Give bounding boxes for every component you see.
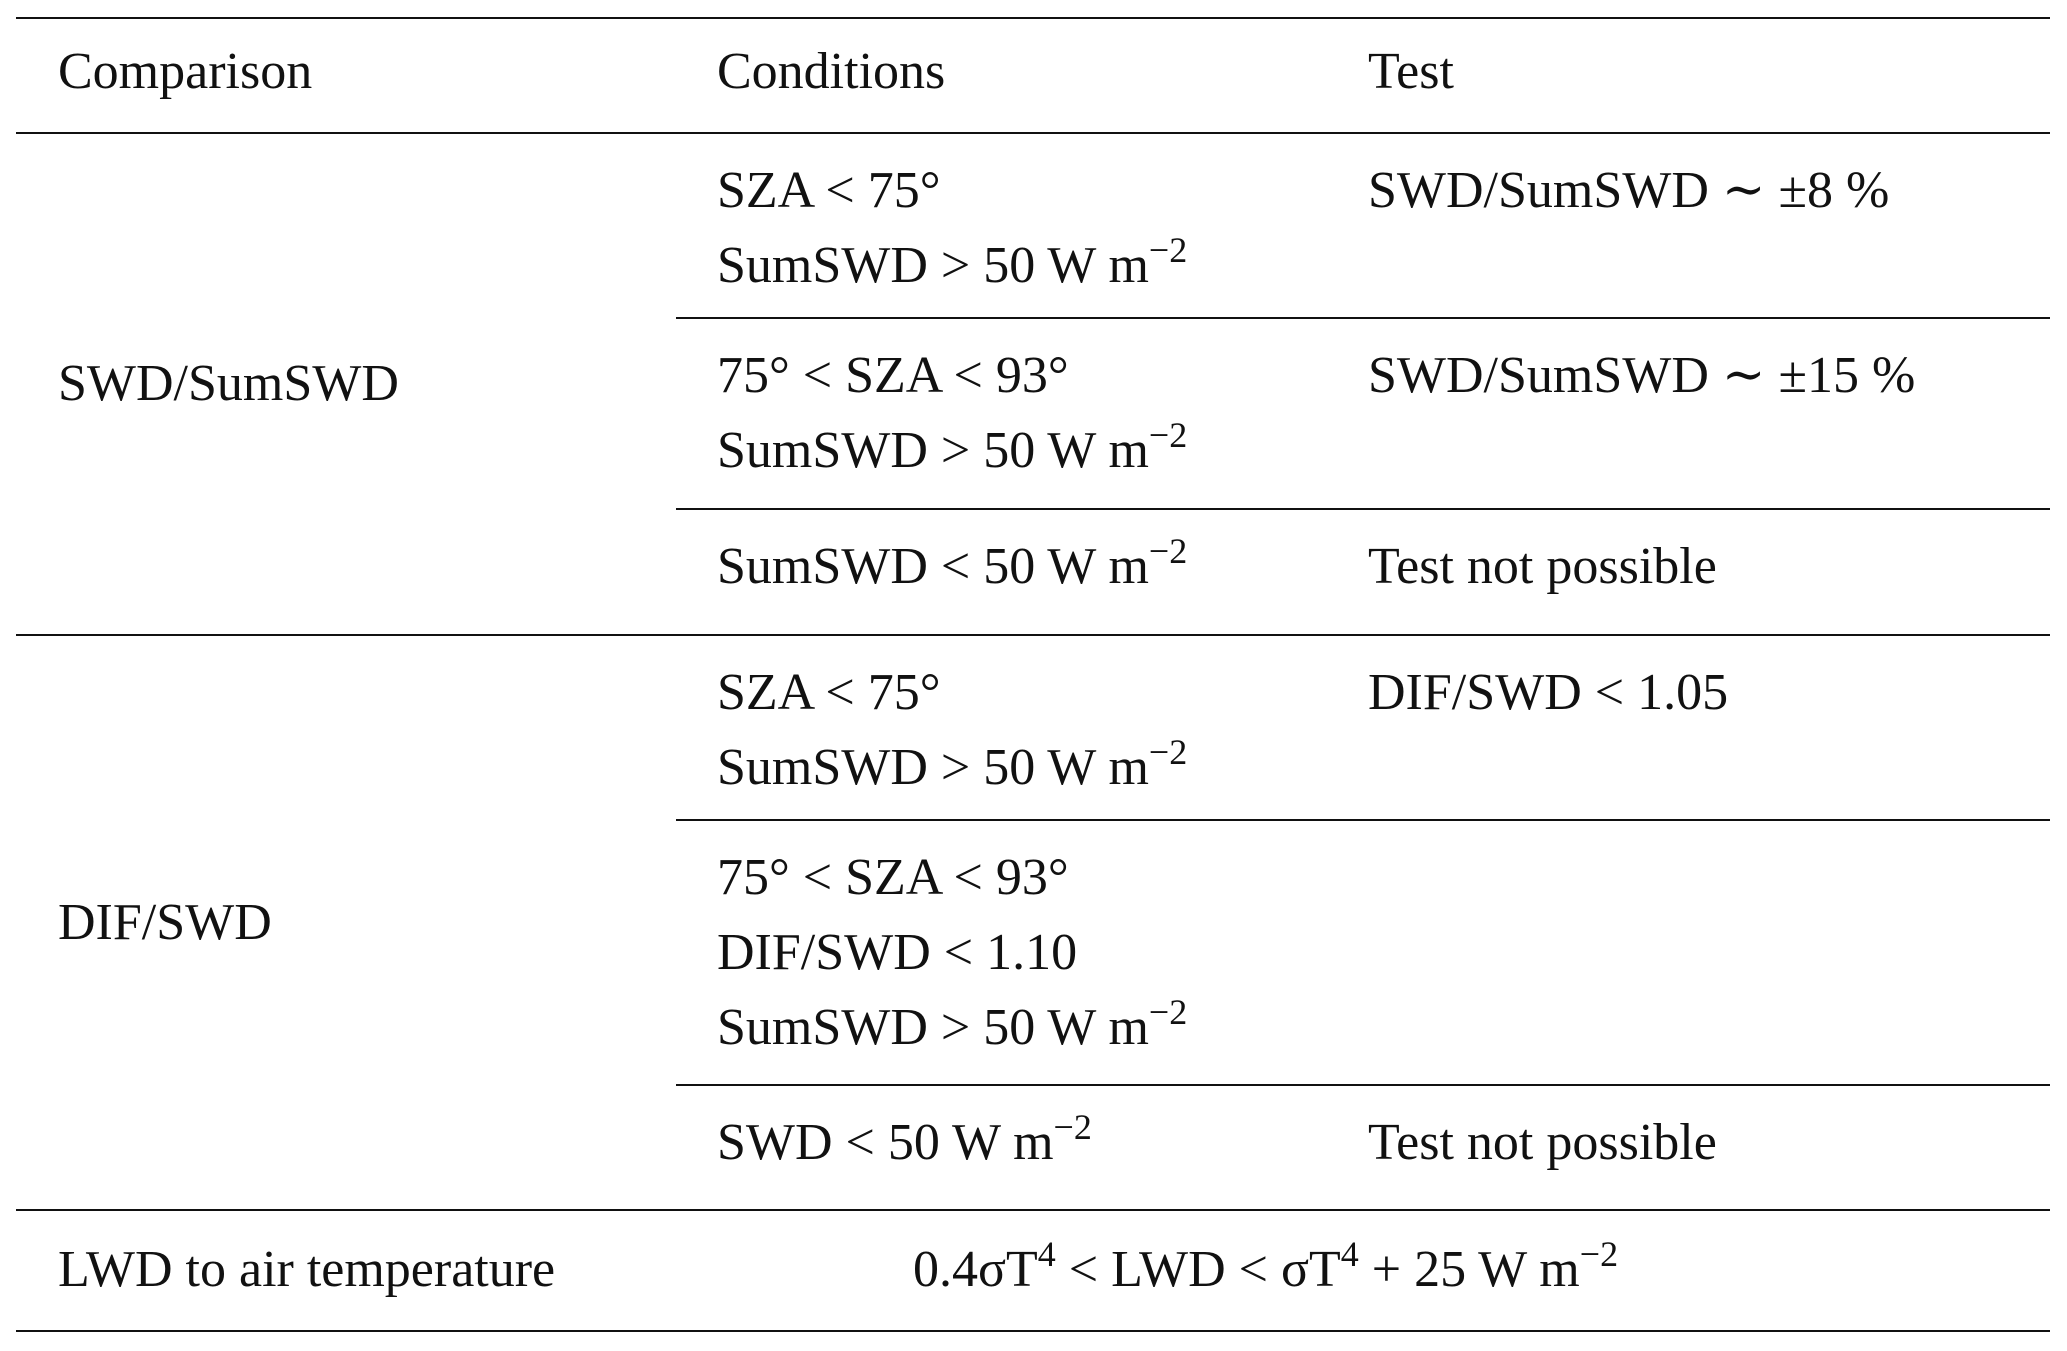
condition-line: SumSWD > 50 W m−2 [717,417,1187,479]
test-line: Test not possible [1368,541,1717,593]
text: SWD/SumSWD ∼ ±15 % [1368,347,1916,404]
condition-line: DIF/SWD < 1.10 [717,927,1077,979]
test-line: DIF/SWD < 1.05 [1368,667,1728,719]
test-formula: 0.4σT4 < LWD < σT4 + 25 W m−2 [913,1236,1618,1298]
text: SWD/SumSWD ∼ ±8 % [1368,162,1890,219]
rule [16,17,2050,19]
test-line: Test not possible [1368,1117,1717,1169]
text: LWD to air temperature [58,1241,556,1298]
text: DIF/SWD < 1.05 [1368,664,1729,721]
condition-line: SumSWD > 50 W m−2 [717,734,1187,796]
test-line: SWD/SumSWD ∼ ±15 % [1368,350,1915,402]
text: SWD/SumSWD [58,355,399,412]
condition-line: SumSWD > 50 W m−2 [717,232,1187,294]
header-cell: Test [1368,46,1454,98]
superscript: −2 [1053,1107,1092,1147]
rule [676,317,2050,319]
condition-line: SWD < 50 W m−2 [717,1109,1092,1171]
text: < LWD < σT [1055,1241,1341,1298]
superscript: −2 [1148,230,1188,270]
comparison-cell: DIF/SWD [58,893,272,951]
rule [16,1209,2050,1211]
text: Test not possible [1368,1114,1717,1171]
superscript: −2 [1148,992,1188,1032]
rule [676,1084,2050,1086]
text: Test [1368,43,1454,100]
rule [676,508,2050,510]
text: 75° < SZA < 93° [717,347,1069,404]
text: SZA < 75° [717,664,941,721]
superscript: −2 [1148,415,1188,455]
condition-line: SZA < 75° [717,667,941,719]
header-cell: Conditions [717,46,945,98]
superscript: −2 [1148,732,1188,772]
text: 75° < SZA < 93° [717,849,1069,906]
condition-line: SumSWD < 50 W m−2 [717,533,1187,595]
rule [16,132,2050,134]
rule [16,1330,2050,1332]
superscript: −2 [1579,1234,1619,1274]
rule [676,819,2050,821]
text: SumSWD > 50 W m [717,739,1149,796]
text: 0.4σT [913,1241,1038,1298]
text: SZA < 75° [717,162,941,219]
condition-line: SZA < 75° [717,165,941,217]
text: SumSWD < 50 W m [717,538,1149,595]
superscript: −2 [1148,531,1188,571]
text: + 25 W m [1358,1241,1580,1298]
test-line: SWD/SumSWD ∼ ±8 % [1368,165,1889,217]
condition-line: SumSWD > 50 W m−2 [717,994,1187,1056]
superscript: 4 [1340,1234,1359,1274]
text: Test not possible [1368,538,1717,595]
text: Comparison [58,43,313,100]
rule [16,634,2050,636]
text: SumSWD > 50 W m [717,999,1149,1056]
condition-line: 75° < SZA < 93° [717,350,1069,402]
text: DIF/SWD < 1.10 [717,924,1078,981]
comparison-cell: SWD/SumSWD [58,358,399,410]
text: SumSWD > 50 W m [717,422,1149,479]
text: DIF/SWD [58,893,272,951]
condition-line: 75° < SZA < 93° [717,852,1069,904]
text: Conditions [717,43,946,100]
comparison-cell: LWD to air temperature [58,1244,555,1296]
header-cell: Comparison [58,46,312,98]
superscript: 4 [1037,1234,1056,1274]
text: SWD < 50 W m [717,1114,1054,1171]
text: SumSWD > 50 W m [717,237,1149,294]
